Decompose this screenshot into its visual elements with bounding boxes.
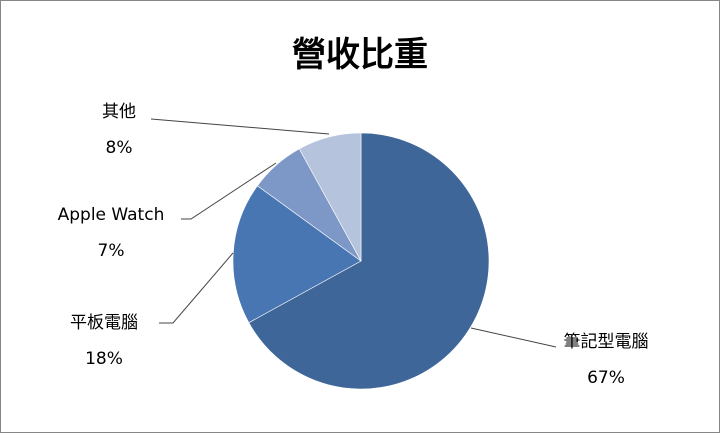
slice-label: 其他 — [102, 102, 136, 122]
leader-line — [470, 327, 557, 348]
chart-title: 營收比重 — [292, 35, 428, 75]
slice-value: 8% — [105, 138, 133, 158]
pie-slice — [298, 132, 362, 262]
slice-value: 7% — [97, 241, 125, 261]
slice-label: 筆記型電腦 — [563, 332, 649, 352]
pie-slice — [232, 185, 362, 324]
slice-label: Apple Watch — [57, 205, 165, 225]
pie-slice — [248, 132, 490, 390]
data-label-apple-watch: Apple Watch 7% — [41, 200, 181, 266]
leader-line — [150, 118, 330, 135]
slice-label: 平板電腦 — [70, 313, 138, 333]
leader-line — [159, 252, 234, 324]
data-label-other: 其他 8% — [89, 97, 149, 163]
data-label-notebook: 筆記型電腦 67% — [541, 327, 671, 393]
slice-value: 18% — [85, 349, 123, 369]
slice-value: 67% — [587, 368, 625, 388]
leader-line — [181, 162, 277, 220]
data-label-tablet: 平板電腦 18% — [49, 308, 159, 374]
